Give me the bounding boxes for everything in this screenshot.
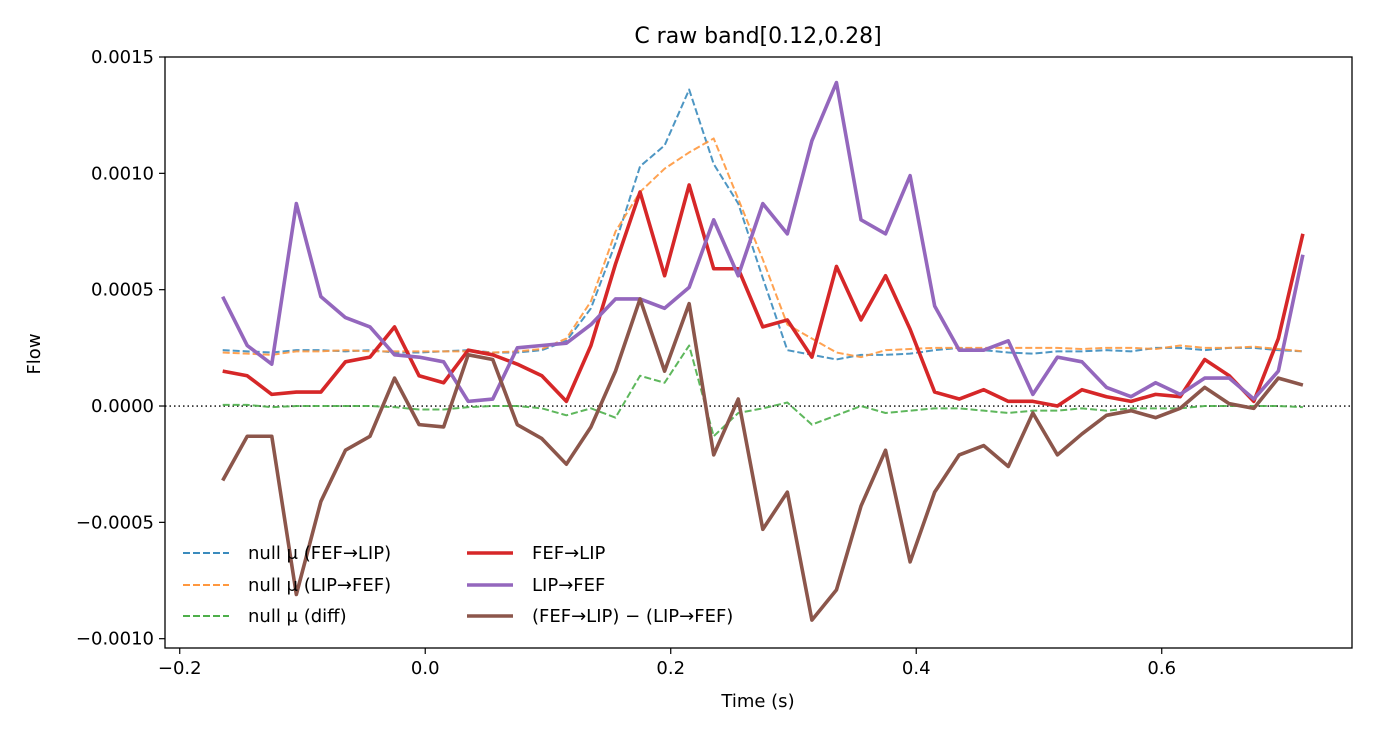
x-axis-label: Time (s) (720, 691, 794, 712)
chart-title: C raw band[0.12,0.28] (634, 24, 881, 49)
y-tick-label: 0.0010 (91, 163, 154, 184)
x-tick-label: 0.6 (1147, 658, 1176, 679)
legend: null μ (FEF→LIP) null μ (LIP→FEF) null μ (… (183, 543, 733, 627)
x-tick-label: 0.2 (656, 658, 685, 679)
series-line-6 (221, 297, 1304, 622)
legend-label-6: (FEF→LIP) − (LIP→FEF) (532, 606, 733, 627)
legend-label-2: null μ (LIP→FEF) (248, 575, 391, 596)
x-tick-label: 0.0 (411, 658, 440, 679)
y-tick-label: 0.0005 (91, 280, 154, 301)
x-tick-label: −0.2 (158, 658, 202, 679)
x-tick-label: 0.4 (902, 658, 931, 679)
plot-frame (164, 56, 1353, 649)
y-tick-label: 0.0000 (91, 396, 154, 417)
series-line-2 (222, 137, 1303, 359)
series-line-1 (222, 88, 1303, 361)
legend-label-3: null μ (diff) (248, 606, 347, 627)
series-line-5 (221, 80, 1305, 404)
y-tick-label: −0.0010 (76, 629, 154, 650)
y-tick-label: 0.0015 (91, 47, 154, 68)
y-axis-label: Flow (24, 333, 45, 374)
y-tick-label: −0.0005 (76, 512, 154, 533)
legend-label-1: null μ (FEF→LIP) (248, 543, 391, 564)
series-line-4 (222, 183, 1305, 408)
series-line-3 (222, 344, 1303, 438)
legend-label-4: FEF→LIP (532, 543, 605, 564)
legend-label-5: LIP→FEF (532, 575, 605, 596)
